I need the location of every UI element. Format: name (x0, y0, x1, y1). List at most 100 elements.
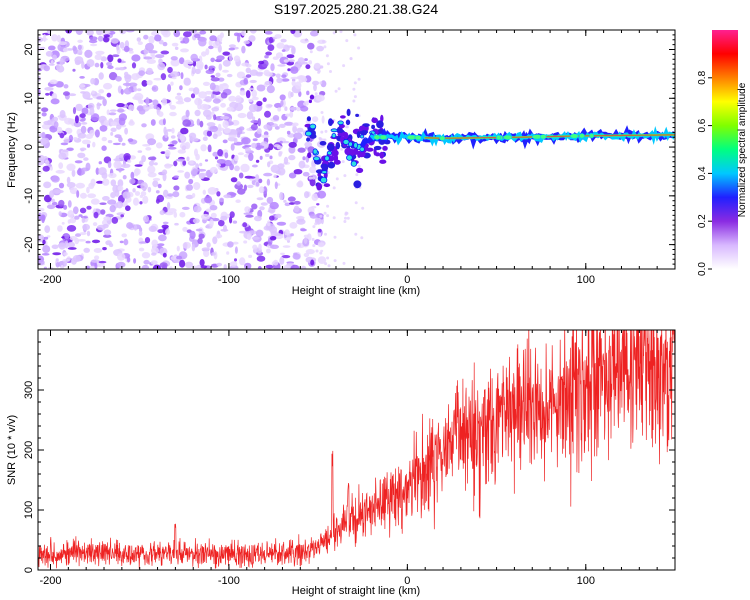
noise-blob (63, 84, 69, 89)
track-blob (356, 131, 361, 139)
noise-blob (67, 241, 76, 248)
track-peak (304, 130, 313, 137)
noise-blob (139, 201, 143, 205)
noise-blob (304, 191, 310, 199)
track-peak (439, 135, 446, 141)
noise-blob (95, 50, 105, 55)
noise-blob (291, 47, 296, 55)
noise-blob (277, 163, 285, 169)
noise-blob (203, 109, 212, 118)
noise-blob (303, 237, 308, 244)
noise-blob (96, 30, 103, 36)
noise-blob (226, 106, 234, 112)
track-peak (359, 146, 365, 152)
noise-blob (207, 144, 212, 153)
noise-blob (268, 36, 274, 44)
noise-blob (220, 92, 228, 99)
noise-blob (205, 48, 210, 56)
noise-blob (297, 57, 305, 66)
track-peak (321, 170, 328, 175)
noise-blob (317, 190, 327, 199)
noise-blob (317, 228, 322, 233)
noise-blob (45, 50, 53, 57)
noise-blob (69, 217, 77, 224)
noise-blob (312, 244, 316, 248)
noise-blob (45, 92, 50, 96)
noise-blob (234, 165, 240, 172)
noise-blob (204, 96, 212, 103)
noise-blob (94, 129, 100, 138)
noise-blob (172, 191, 180, 198)
noise-blob (290, 264, 300, 269)
noise-blob (211, 90, 221, 96)
noise-blob (77, 239, 86, 242)
noise-blob (102, 247, 107, 251)
noise-blob (44, 225, 51, 234)
noise-blob (74, 115, 79, 124)
noise-blob (209, 205, 218, 211)
noise-blob (176, 245, 180, 252)
noise-blob (83, 157, 89, 161)
noise-blob (164, 163, 172, 169)
noise-blob (152, 180, 159, 188)
noise-blob (100, 56, 108, 62)
track-peak (570, 133, 579, 139)
noise-blob (64, 233, 70, 240)
noise-blob (332, 216, 336, 220)
noise-blob (277, 107, 282, 112)
noise-blob (141, 155, 147, 163)
noise-blob (274, 102, 283, 109)
noise-blob (248, 87, 255, 91)
noise-blob (86, 97, 93, 101)
x-tick-label: 100 (577, 575, 595, 587)
noise-blob (96, 96, 105, 100)
noise-blob (286, 45, 294, 48)
noise-blob (258, 60, 265, 65)
noise-blob (266, 220, 271, 227)
x-tick-label: -200 (39, 274, 61, 286)
colorbar: 0.0 0.2 0.4 0.6 0.8 Normalized spectral ampl… (697, 30, 748, 276)
noise-blob (185, 109, 190, 118)
noise-blob (247, 184, 254, 189)
noise-blob (228, 95, 237, 102)
noise-blob (175, 95, 183, 100)
noise-blob (325, 54, 329, 58)
noise-blob (41, 107, 49, 112)
noise-blob (183, 77, 191, 86)
noise-blob (103, 82, 113, 90)
noise-blob (123, 238, 129, 246)
noise-blob (128, 104, 135, 111)
noise-blob (288, 146, 296, 154)
noise-blob (279, 256, 285, 265)
noise-blob (342, 261, 346, 265)
noise-blob (53, 121, 59, 129)
noise-blob (203, 249, 210, 258)
noise-blob (198, 233, 205, 239)
noise-blob (98, 260, 107, 264)
noise-blob (185, 194, 194, 200)
noise-blob (263, 124, 271, 130)
noise-blob (248, 254, 253, 258)
noise-blob (305, 249, 315, 255)
noise-blob (65, 127, 73, 134)
noise-blob (323, 138, 327, 142)
noise-blob (212, 41, 220, 49)
noise-blob (110, 192, 116, 199)
noise-blob (74, 160, 83, 164)
noise-blob (343, 220, 347, 223)
track-blob (326, 143, 335, 152)
noise-blob (102, 98, 107, 107)
noise-blob (333, 235, 337, 239)
colorbar-tick-label: 0.0 (697, 262, 708, 276)
noise-blob (145, 97, 150, 106)
noise-blob (63, 204, 68, 210)
noise-blob (173, 30, 181, 38)
noise-blob (180, 48, 189, 53)
noise-blob (63, 260, 67, 267)
noise-blob (184, 171, 191, 179)
track-blob (371, 117, 379, 124)
noise-blob (123, 45, 130, 53)
noise-blob (42, 245, 51, 254)
noise-blob (173, 160, 178, 167)
noise-blob (220, 215, 228, 221)
